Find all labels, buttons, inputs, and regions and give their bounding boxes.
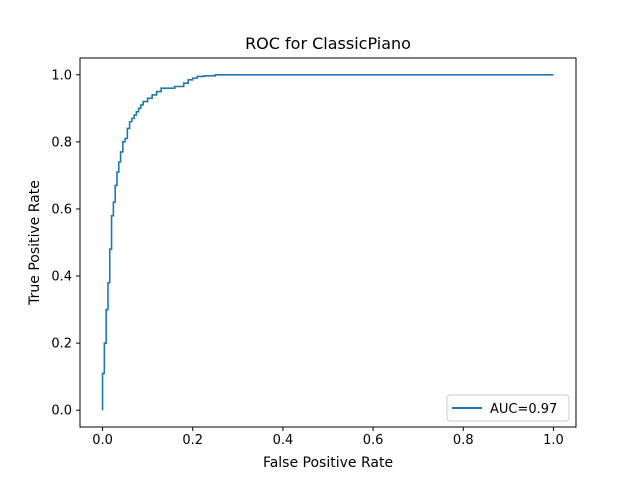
y-tick-label: 0.4 xyxy=(51,270,72,285)
x-axis-ticks: 0.0 0.2 0.4 0.6 0.8 1.0 xyxy=(92,427,564,448)
x-axis-label: False Positive Rate xyxy=(263,455,393,471)
x-tick-label: 0.0 xyxy=(92,433,113,448)
x-tick-label: 1.0 xyxy=(543,433,564,448)
x-tick-label: 0.8 xyxy=(453,433,474,448)
y-axis-ticks: 0.0 0.2 0.4 0.6 0.8 1.0 xyxy=(51,68,80,419)
y-tick-label: 0.6 xyxy=(51,202,72,217)
roc-curve-line xyxy=(101,73,554,411)
legend-label: AUC=0.97 xyxy=(490,402,557,417)
x-tick-label: 0.6 xyxy=(363,433,384,448)
x-tick-label: 0.4 xyxy=(273,433,294,448)
y-axis-label: True Positive Rate xyxy=(27,180,43,306)
legend-box xyxy=(446,394,570,422)
x-tick-label: 0.2 xyxy=(182,433,203,448)
y-tick-label: 0.8 xyxy=(51,135,72,150)
chart-title: ROC for ClassicPiano xyxy=(245,34,411,53)
plot-frame xyxy=(79,57,577,428)
series-layer xyxy=(101,73,554,411)
y-tick-label: 0.2 xyxy=(51,337,72,352)
y-tick-label: 1.0 xyxy=(51,68,72,83)
legend: AUC=0.97 xyxy=(446,394,570,422)
y-tick-label: 0.0 xyxy=(51,404,72,419)
